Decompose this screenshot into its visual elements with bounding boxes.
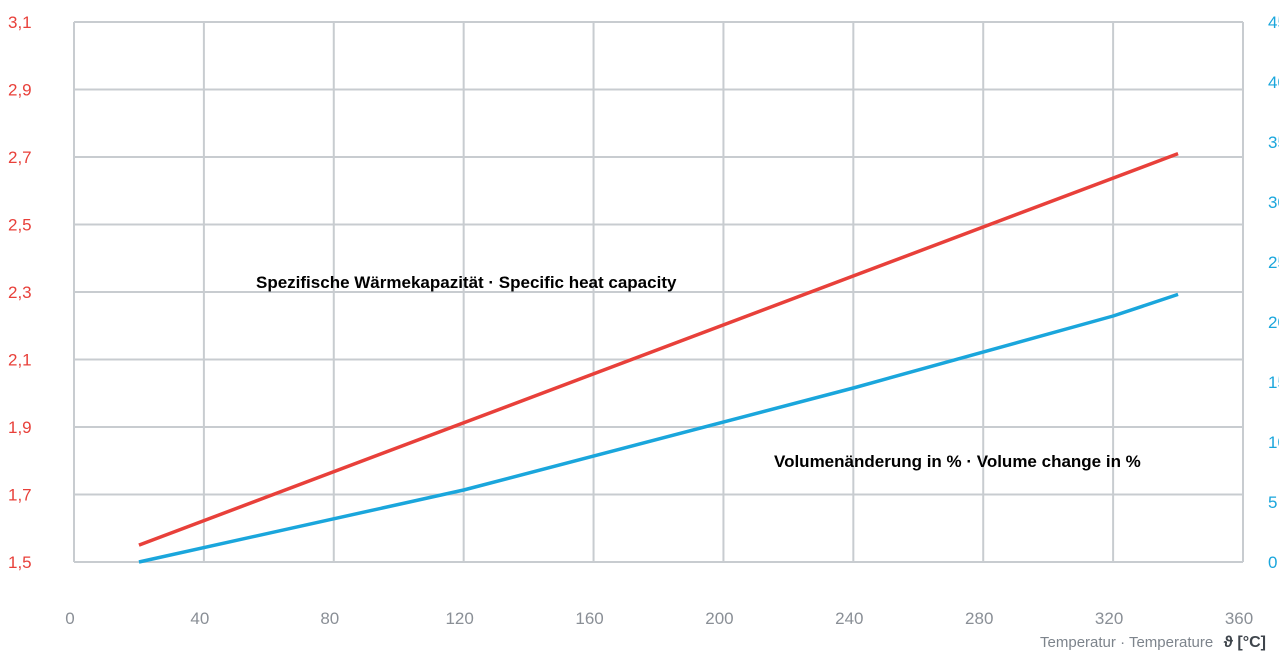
y-left-tick-label: 2,7 [8, 148, 32, 167]
grid [73, 21, 1244, 563]
y-right-tick-label: 15 [1268, 373, 1279, 392]
x-tick-label: 360 [1225, 609, 1253, 628]
x-tick-label: 120 [445, 609, 473, 628]
y-left-tick-label: 1,9 [8, 418, 32, 437]
y-left-tick-label: 1,7 [8, 486, 32, 505]
y-left-tick-label: 3,1 [8, 13, 32, 32]
x-tick-label: 200 [705, 609, 733, 628]
y-right-tick-label: 10 [1268, 433, 1279, 452]
x-axis-label: Temperatur · Temperature ϑ [°C] [1040, 634, 1266, 651]
y-right-tick-label: 45 [1268, 13, 1279, 32]
y-right-tick-label: 5 [1268, 493, 1277, 512]
y-left-tick-label: 2,5 [8, 216, 32, 235]
x-axis-ticks: 0 40 80 120 160 200 240 280 320 360 [65, 609, 1253, 628]
x-tick-label: 280 [965, 609, 993, 628]
x-tick-label: 320 [1095, 609, 1123, 628]
x-tick-label: 160 [575, 609, 603, 628]
y-left-tick-label: 2,1 [8, 351, 32, 370]
y-right-tick-label: 20 [1268, 313, 1279, 332]
series-label-volume-change: Volumenänderung in % · Volume change in … [774, 452, 1141, 471]
series-lines [138, 151, 1179, 564]
series-line-heat-capacity [138, 151, 1179, 547]
y-left-tick-label: 2,3 [8, 283, 32, 302]
y-left-tick-label: 2,9 [8, 81, 32, 100]
y-right-tick-label: 25 [1268, 253, 1279, 272]
y-right-tick-label: 35 [1268, 133, 1279, 152]
y-axis-left-ticks: 1,5 1,7 1,9 2,1 2,3 2,5 2,7 2,9 3,1 [8, 13, 32, 572]
x-axis-label-text: Temperatur · Temperature [1040, 634, 1213, 651]
x-tick-label: 0 [65, 609, 74, 628]
y-right-tick-label: 40 [1268, 73, 1279, 92]
series-label-heat-capacity: Spezifische Wärmekapazität · Specific he… [256, 273, 677, 292]
y-axis-right-ticks: 0 5 10 15 20 25 30 35 40 45 [1268, 13, 1279, 572]
series-line-volume-change [138, 292, 1179, 564]
x-tick-label: 40 [190, 609, 209, 628]
y-left-tick-label: 1,5 [8, 553, 32, 572]
x-tick-label: 240 [835, 609, 863, 628]
x-tick-label: 80 [320, 609, 339, 628]
x-axis-unit: ϑ [°C] [1224, 634, 1266, 651]
y-right-tick-label: 30 [1268, 193, 1279, 212]
y-right-tick-label: 0 [1268, 553, 1277, 572]
